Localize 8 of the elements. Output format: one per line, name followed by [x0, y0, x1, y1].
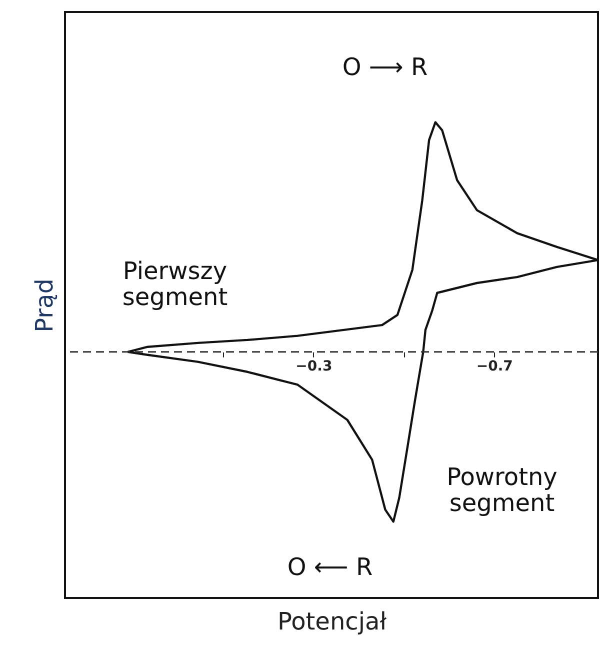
x-tick-label: −0.7 — [476, 358, 513, 374]
x-tick-label: −0.3 — [296, 358, 332, 374]
annotation: Powrotny segment — [446, 463, 558, 517]
text: O ⟵ R — [287, 553, 373, 581]
text: O ⟶ R — [342, 53, 428, 81]
x-axis-title: Potencjał — [277, 608, 387, 636]
y-axis-title: Prąd — [30, 278, 58, 332]
annotation: Pierwszy segment — [122, 257, 228, 311]
